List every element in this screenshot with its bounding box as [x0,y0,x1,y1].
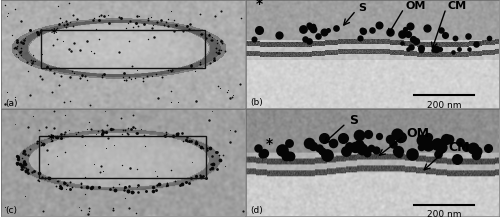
Text: OM: OM [406,127,429,140]
Text: (d): (d) [250,206,263,215]
Bar [39,136,206,178]
Text: OM: OM [406,2,426,12]
Text: CM: CM [448,141,469,153]
Text: *: * [48,133,54,146]
Text: *: * [266,137,273,151]
Text: (c): (c) [5,206,17,215]
Text: (b): (b) [250,98,263,107]
Text: S: S [349,114,358,127]
Bar [41,30,205,68]
Text: 200 nm: 200 nm [427,101,461,110]
Text: (a): (a) [5,99,18,108]
Text: CM: CM [448,2,467,12]
Text: 200 nm: 200 nm [427,210,461,217]
Text: *: * [256,0,263,12]
Text: S: S [358,3,366,13]
Text: *: * [50,27,57,40]
